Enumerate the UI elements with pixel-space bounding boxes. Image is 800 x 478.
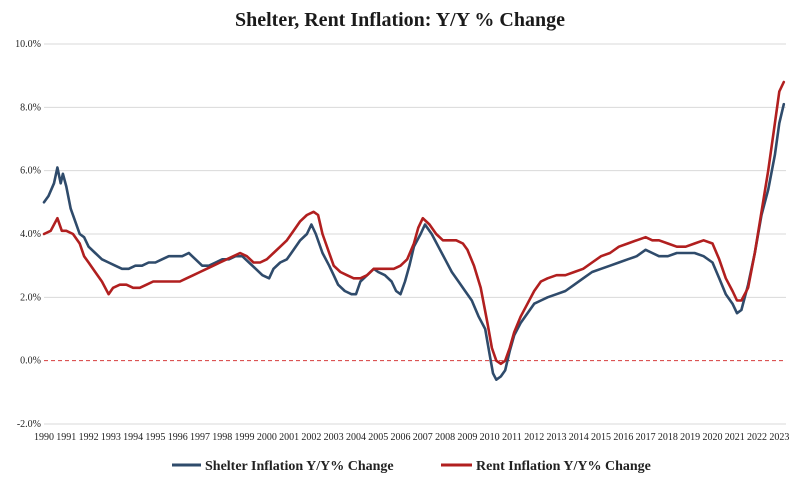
x-tick-label: 2012 bbox=[524, 432, 544, 443]
chart-title: Shelter, Rent Inflation: Y/Y % Change bbox=[235, 9, 565, 31]
x-tick-label: 1993 bbox=[101, 432, 121, 443]
x-tick-label: 2000 bbox=[257, 432, 277, 443]
x-tick-label: 2011 bbox=[502, 432, 522, 443]
y-tick-label: 2.0% bbox=[20, 292, 41, 303]
gridlines bbox=[44, 43, 786, 425]
x-tick-label: 2009 bbox=[457, 432, 477, 443]
x-tick-label: 2022 bbox=[747, 432, 767, 443]
x-tick-label: 1992 bbox=[79, 432, 99, 443]
rent-line bbox=[42, 80, 786, 366]
x-tick-label: 1994 bbox=[123, 432, 143, 443]
y-tick-label: 8.0% bbox=[20, 102, 41, 113]
x-tick-label: 2005 bbox=[368, 432, 388, 443]
x-tick-label: 2023 bbox=[769, 432, 789, 443]
shelter-line bbox=[42, 102, 786, 381]
x-tick-label: 2002 bbox=[301, 432, 321, 443]
x-tick-label: 2015 bbox=[591, 432, 611, 443]
legend-label-shelter: Shelter Inflation Y/Y% Change bbox=[205, 459, 394, 474]
y-tick-label: 6.0% bbox=[20, 166, 41, 177]
x-tick-label: 2014 bbox=[569, 432, 589, 443]
x-tick-label: 2019 bbox=[680, 432, 700, 443]
x-tick-label: 2020 bbox=[702, 432, 722, 443]
x-tick-label: 1990 bbox=[34, 432, 54, 443]
x-tick-label: 1995 bbox=[145, 432, 165, 443]
x-tick-label: 1996 bbox=[168, 432, 188, 443]
x-tick-label: 2021 bbox=[725, 432, 745, 443]
x-tick-label: 2003 bbox=[324, 432, 344, 443]
x-tick-label: 2010 bbox=[480, 432, 500, 443]
legend-label-rent: Rent Inflation Y/Y% Change bbox=[476, 459, 651, 474]
x-tick-label: 2018 bbox=[658, 432, 678, 443]
x-axis-ticks: 1990 1991 1992 1993 1994 1995 1996 1997 1998 1999… bbox=[34, 432, 789, 443]
x-tick-label: 2016 bbox=[613, 432, 633, 443]
y-tick-label: 0.0% bbox=[20, 356, 41, 367]
x-tick-label: 2004 bbox=[346, 432, 366, 443]
x-tick-label: 1991 bbox=[56, 432, 76, 443]
x-tick-label: 2001 bbox=[279, 432, 299, 443]
x-tick-label: 1998 bbox=[212, 432, 232, 443]
x-tick-label: 2006 bbox=[391, 432, 411, 443]
y-tick-label: -2.0% bbox=[17, 419, 41, 430]
x-tick-label: 1999 bbox=[235, 432, 255, 443]
y-tick-label: 4.0% bbox=[20, 229, 41, 240]
x-tick-label: 2007 bbox=[413, 432, 433, 443]
x-tick-label: 2017 bbox=[636, 432, 656, 443]
x-tick-label: 2008 bbox=[435, 432, 455, 443]
y-axis-ticks: -2.0% 0.0% 2.0% 4.0% 6.0% 8.0% 10.0% bbox=[15, 39, 41, 430]
x-tick-label: 2013 bbox=[546, 432, 566, 443]
series-lines bbox=[42, 80, 786, 381]
y-tick-label: 10.0% bbox=[15, 39, 41, 50]
x-tick-label: 1997 bbox=[190, 432, 210, 443]
legend: Shelter Inflation Y/Y% Change Rent Infla… bbox=[172, 459, 651, 474]
